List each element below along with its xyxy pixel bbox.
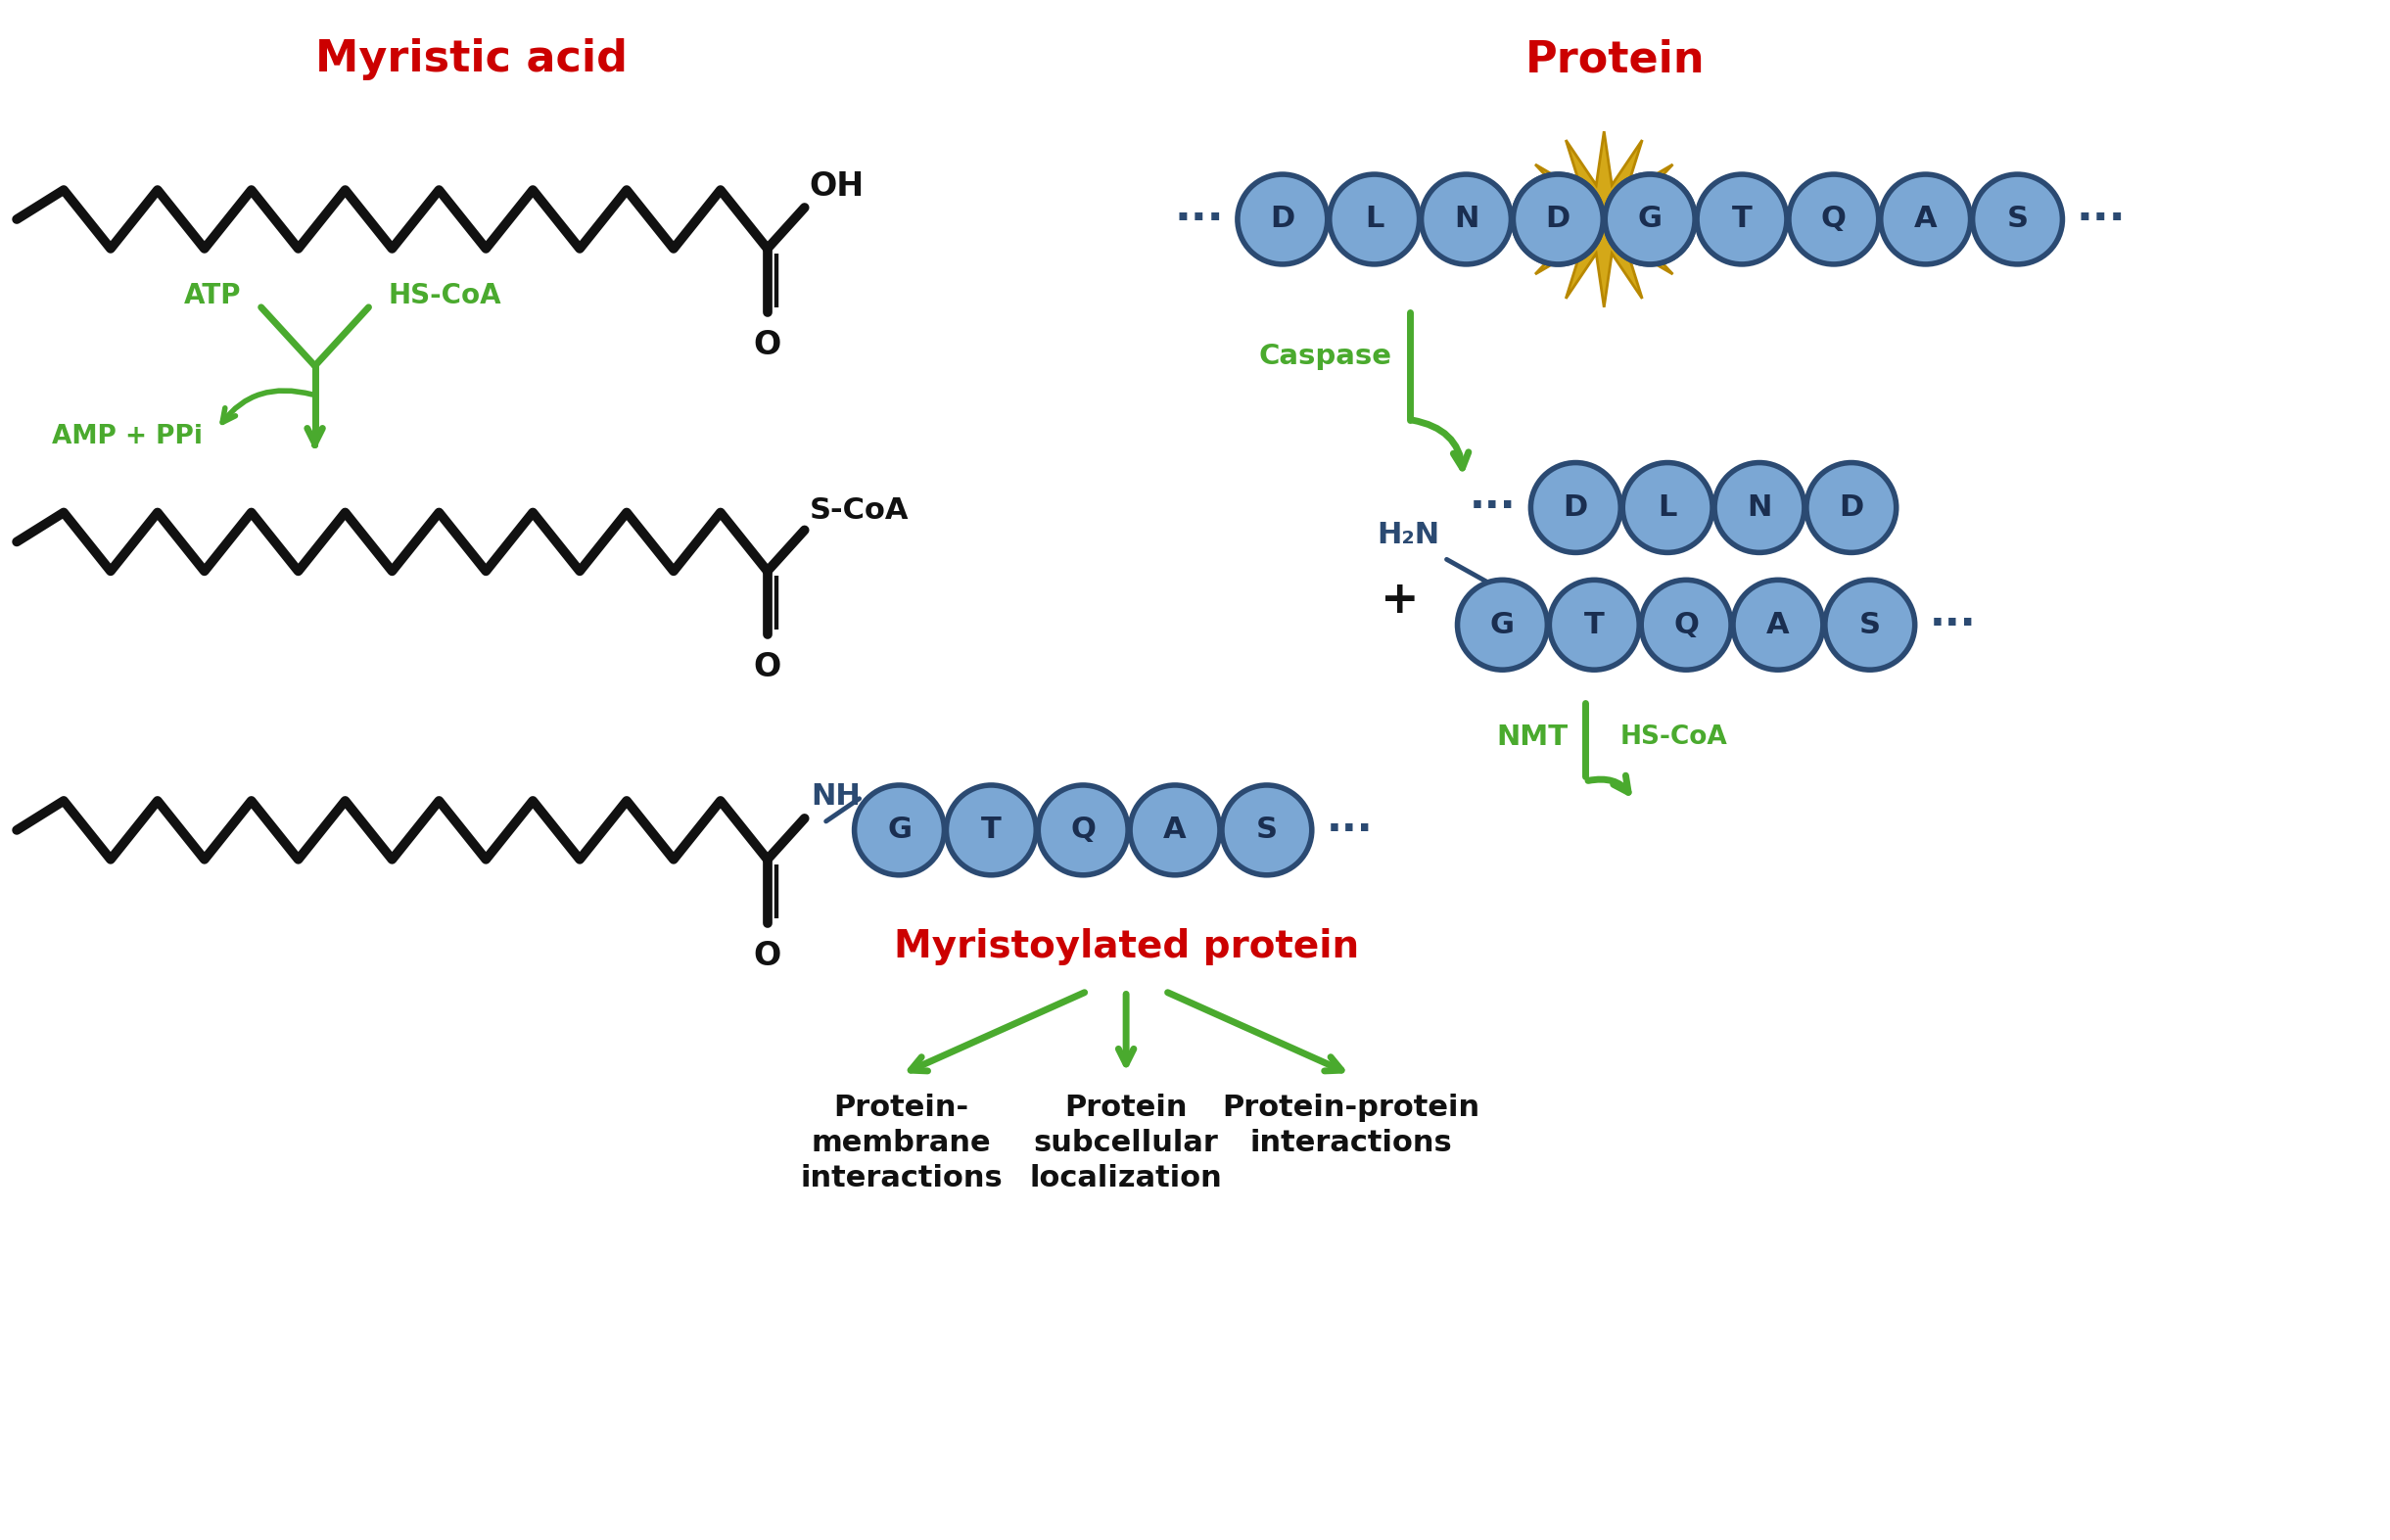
- Text: A: A: [1766, 611, 1790, 639]
- Text: G: G: [1489, 611, 1515, 639]
- Circle shape: [1530, 462, 1620, 553]
- Text: T: T: [1585, 611, 1604, 639]
- Text: O: O: [753, 939, 782, 972]
- Circle shape: [1606, 174, 1695, 265]
- Circle shape: [1826, 581, 1914, 670]
- Text: S: S: [1257, 816, 1279, 844]
- Text: D: D: [1546, 205, 1570, 234]
- Text: O: O: [753, 651, 782, 684]
- Circle shape: [1714, 462, 1804, 553]
- Text: ···: ···: [1326, 810, 1374, 850]
- Text: G: G: [1637, 205, 1661, 234]
- Circle shape: [1642, 581, 1730, 670]
- Circle shape: [1606, 174, 1695, 265]
- Circle shape: [1221, 785, 1312, 875]
- Text: OH: OH: [810, 171, 865, 203]
- Text: L: L: [1365, 205, 1384, 234]
- Text: NH: NH: [810, 782, 860, 810]
- Text: ···: ···: [2077, 199, 2125, 240]
- Polygon shape: [1518, 131, 1690, 308]
- Text: H₂N: H₂N: [1377, 521, 1439, 550]
- Text: Caspase: Caspase: [1260, 342, 1391, 370]
- Text: T: T: [1733, 205, 1752, 234]
- Circle shape: [1238, 174, 1326, 265]
- Text: HS-CoA: HS-CoA: [387, 282, 502, 310]
- Text: Myristoylated protein: Myristoylated protein: [894, 927, 1358, 966]
- Text: ···: ···: [1173, 199, 1224, 240]
- Text: O: O: [753, 328, 782, 360]
- Circle shape: [1788, 174, 1879, 265]
- Text: S: S: [2008, 205, 2029, 234]
- Circle shape: [1697, 174, 1788, 265]
- Text: AMP + PPi: AMP + PPi: [53, 424, 203, 450]
- Text: L: L: [1659, 493, 1678, 522]
- Text: D: D: [1546, 205, 1570, 234]
- Text: G: G: [887, 816, 911, 844]
- Circle shape: [1037, 785, 1128, 875]
- Text: ···: ···: [1470, 487, 1515, 528]
- Circle shape: [946, 785, 1037, 875]
- Text: D: D: [1269, 205, 1295, 234]
- Circle shape: [1513, 174, 1604, 265]
- Text: Q: Q: [1673, 611, 1699, 639]
- Text: ···: ···: [1929, 604, 1977, 645]
- Text: A: A: [1164, 816, 1185, 844]
- Text: N: N: [1453, 205, 1479, 234]
- Text: S: S: [1859, 611, 1881, 639]
- Text: Protein-
membrane
interactions: Protein- membrane interactions: [801, 1093, 1001, 1192]
- Circle shape: [853, 785, 944, 875]
- Circle shape: [1623, 462, 1714, 553]
- Circle shape: [1422, 174, 1510, 265]
- Text: Protein: Protein: [1525, 39, 1704, 80]
- Text: D: D: [1563, 493, 1587, 522]
- Circle shape: [1130, 785, 1219, 875]
- Text: Q: Q: [1821, 205, 1847, 234]
- Text: G: G: [1637, 205, 1661, 234]
- Text: S-CoA: S-CoA: [810, 497, 908, 525]
- Circle shape: [1733, 581, 1824, 670]
- Text: NMT: NMT: [1496, 724, 1568, 752]
- Text: +: +: [1381, 579, 1420, 622]
- Text: A: A: [1914, 205, 1938, 234]
- Circle shape: [1972, 174, 2063, 265]
- Text: ATP: ATP: [184, 282, 241, 310]
- Circle shape: [1549, 581, 1640, 670]
- Text: N: N: [1747, 493, 1771, 522]
- Text: D: D: [1838, 493, 1864, 522]
- Circle shape: [1881, 174, 1969, 265]
- Circle shape: [1458, 581, 1546, 670]
- Text: Protein
subcellular
localization: Protein subcellular localization: [1030, 1093, 1221, 1192]
- Circle shape: [1807, 462, 1895, 553]
- Text: Q: Q: [1071, 816, 1095, 844]
- Text: Protein-protein
interactions: Protein-protein interactions: [1221, 1093, 1479, 1158]
- Text: Myristic acid: Myristic acid: [315, 39, 629, 80]
- Text: HS-CoA: HS-CoA: [1620, 724, 1728, 750]
- Circle shape: [1329, 174, 1420, 265]
- Text: T: T: [980, 816, 1001, 844]
- Circle shape: [1513, 174, 1604, 265]
